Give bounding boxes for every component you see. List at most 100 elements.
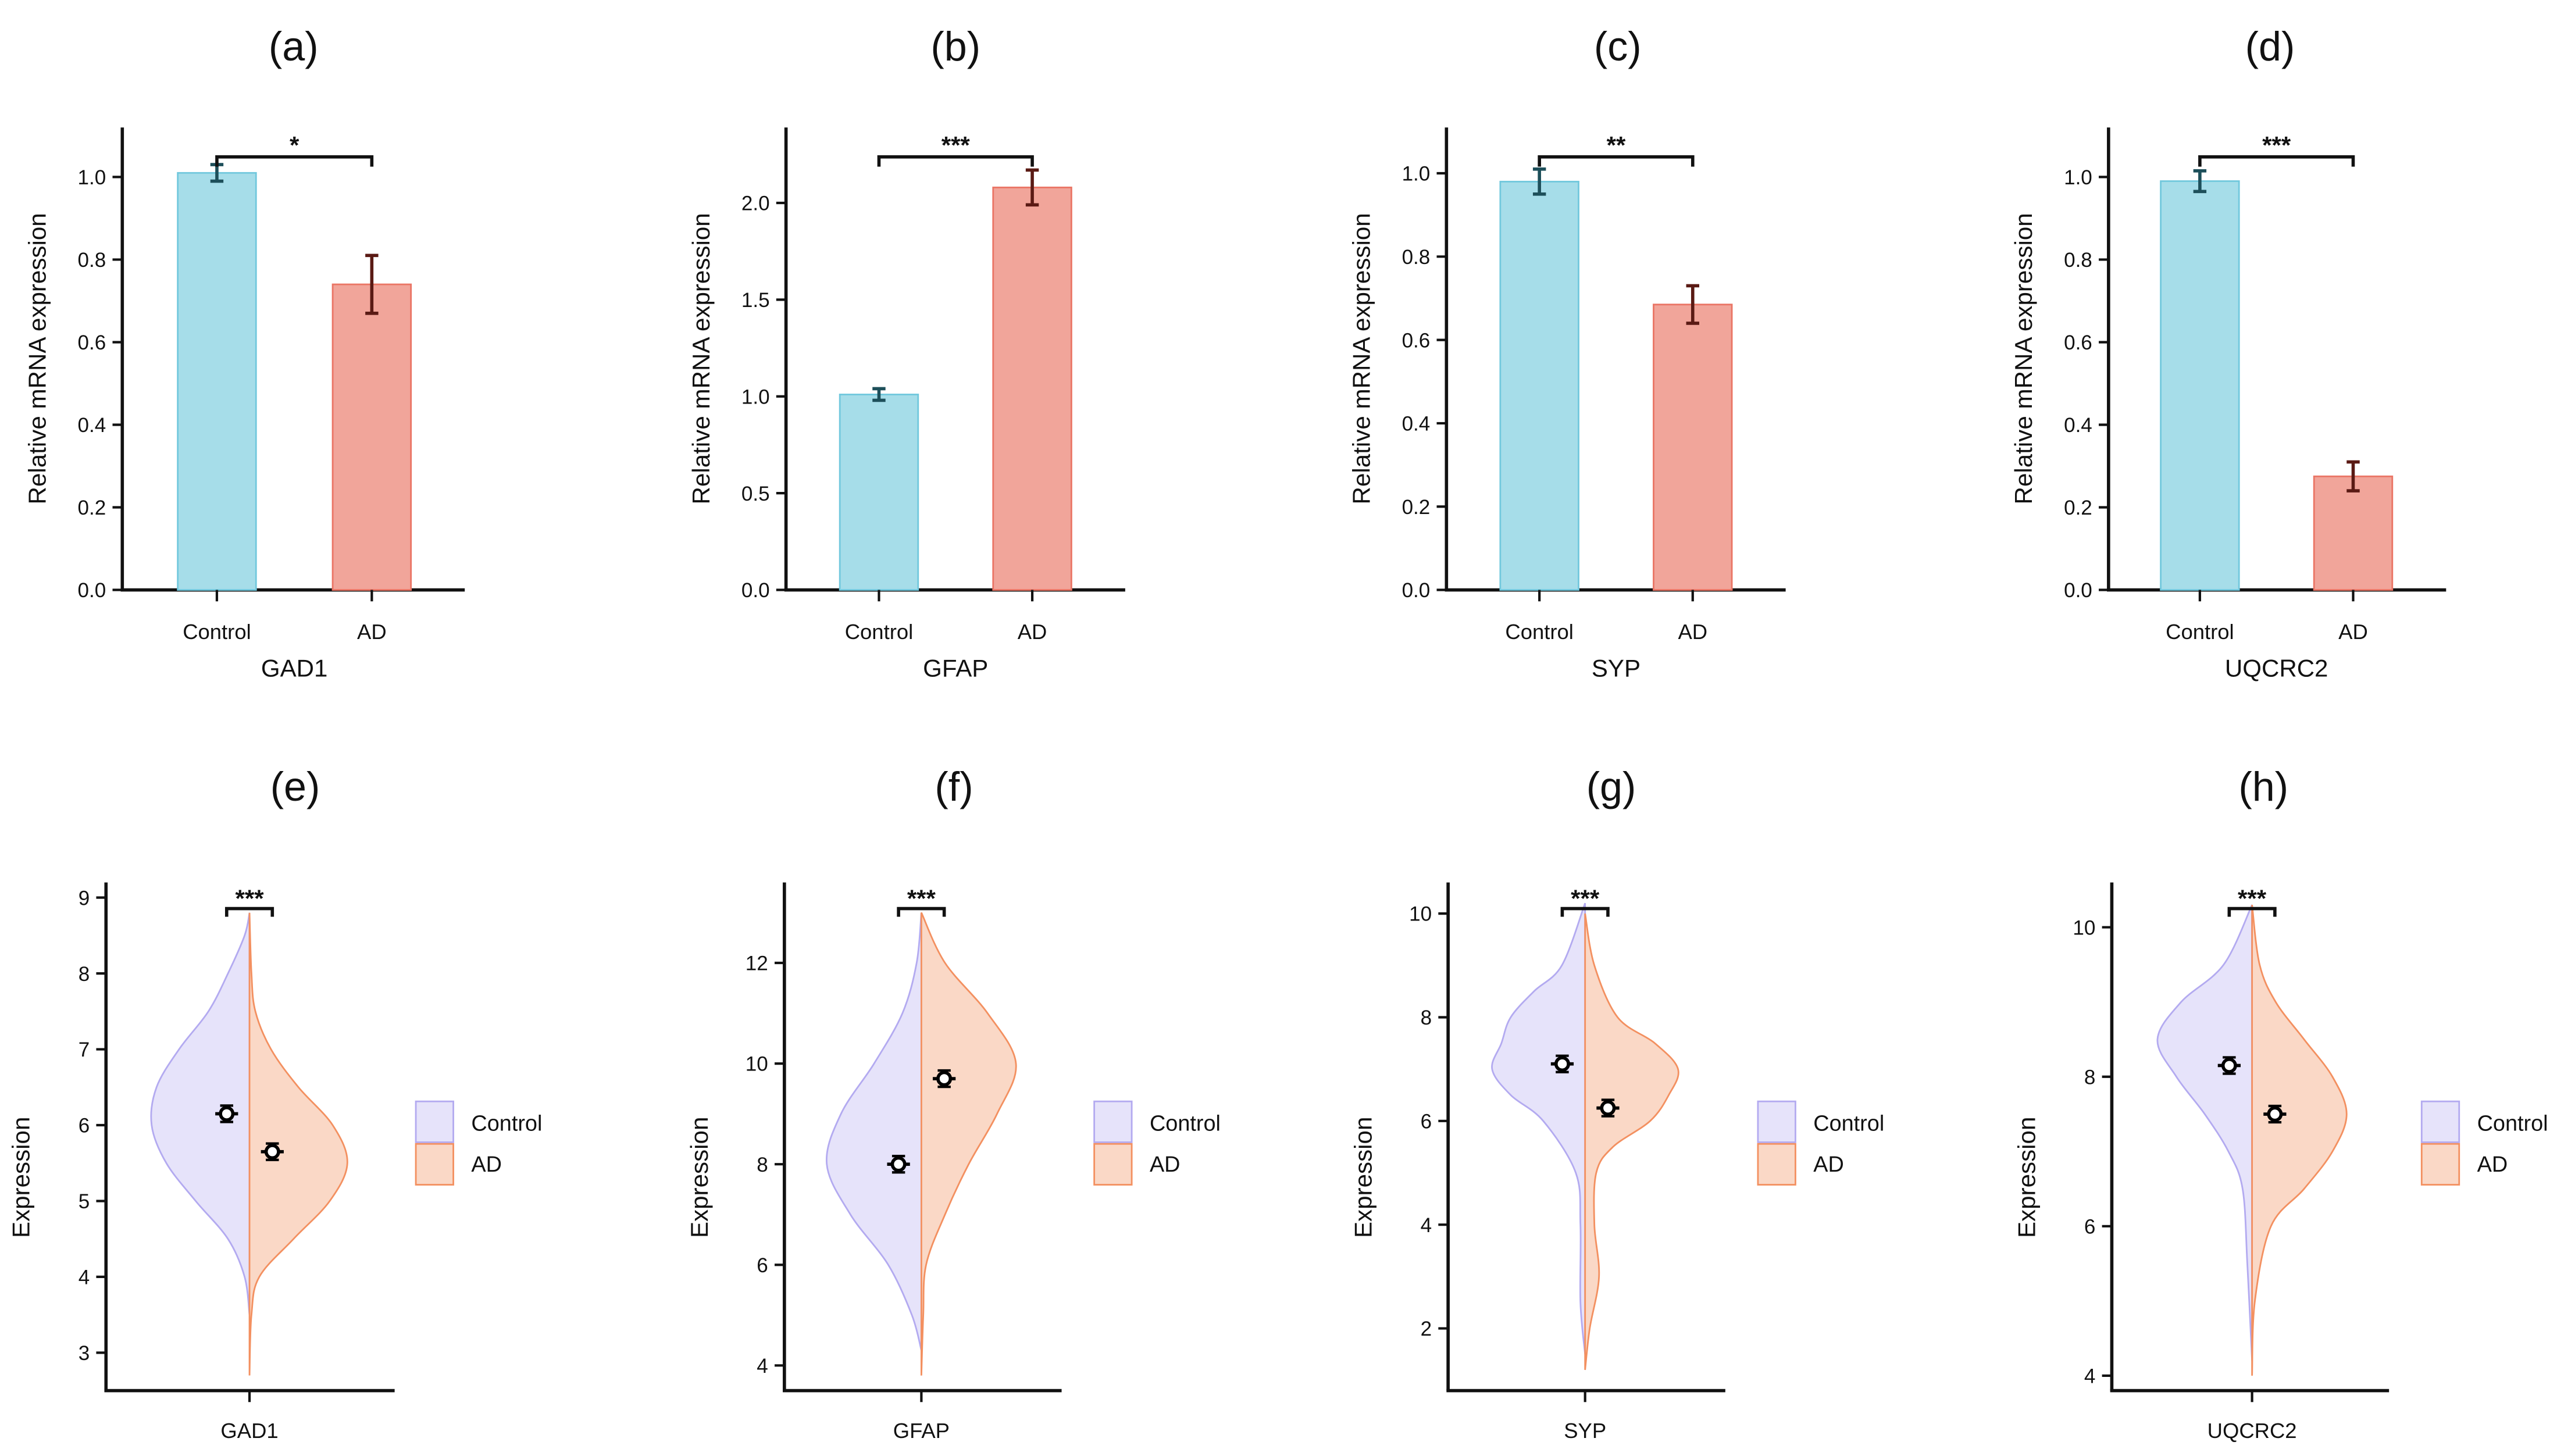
x-tick-label: Control xyxy=(1505,620,1573,644)
violin-half-ad xyxy=(2251,904,2348,1376)
legend-swatch-control xyxy=(2420,1100,2460,1143)
y-tick-label: 0.4 xyxy=(78,414,106,437)
significance-bracket xyxy=(897,907,946,917)
y-tick-label: 1.0 xyxy=(2064,166,2092,189)
x-tick-label: Control xyxy=(2166,620,2234,644)
chart-panel-e: (e) 3 4 5 6 7 8 9 Expression *** GAD1 Control AD xyxy=(8,763,543,1443)
chart-panel-a: (a) 0.0 0.2 0.4 0.6 0.8 1.0 Relative mRNA expre… xyxy=(24,23,465,681)
y-tick-label: 8 xyxy=(1421,1007,1432,1029)
y-axis-label: Expression xyxy=(686,1117,713,1238)
y-tick-label: 0.8 xyxy=(2064,249,2092,272)
legend-swatch-ad xyxy=(415,1143,454,1186)
significance-bracket xyxy=(877,155,1034,167)
y-tick-label: 8 xyxy=(757,1154,768,1176)
x-axis-label: GAD1 xyxy=(261,654,328,681)
significance-bracket xyxy=(1560,907,1610,917)
x-axis-label: SYP xyxy=(1564,1419,1606,1443)
panel-title: (f) xyxy=(935,763,973,809)
panel-title: (c) xyxy=(1594,23,1642,69)
mean-point xyxy=(1600,1100,1616,1116)
legend-swatch-ad xyxy=(2420,1143,2460,1186)
y-tick-label: 10 xyxy=(746,1053,768,1076)
y-tick-label: 12 xyxy=(746,952,768,975)
bar-control xyxy=(2160,180,2240,591)
violin-half-ad xyxy=(920,912,1017,1376)
y-tick-label: 9 xyxy=(79,887,90,909)
x-axis-label: UQCRC2 xyxy=(2225,654,2328,681)
y-tick-label: 6 xyxy=(79,1115,90,1137)
y-tick-label: 0.0 xyxy=(78,579,106,602)
y-tick-label: 1.0 xyxy=(78,166,106,189)
violin-half-control xyxy=(2156,904,2253,1361)
y-tick-label: 0.8 xyxy=(78,249,106,272)
bar-ad xyxy=(2313,475,2394,591)
legend-label-control: Control xyxy=(471,1112,542,1136)
chart-panel-h: (h) 4 6 8 10 Expression *** UQCRC2 Control AD xyxy=(2013,763,2548,1443)
x-tick-label: AD xyxy=(1678,620,1707,644)
chart-panel-c: (c) 0.0 0.2 0.4 0.6 0.8 1.0 Relative mRNA expre… xyxy=(1348,23,1786,681)
legend-swatch-control xyxy=(1093,1100,1133,1143)
y-tick-label: 3 xyxy=(79,1342,90,1365)
mean-point xyxy=(264,1144,280,1160)
x-axis-label: UQCRC2 xyxy=(2207,1419,2297,1443)
bar-control xyxy=(839,394,919,591)
violin-half-control xyxy=(150,912,251,1315)
y-tick-label: 5 xyxy=(79,1190,90,1213)
y-tick-label: 4 xyxy=(1421,1214,1432,1237)
y-axis-label: Expression xyxy=(2013,1117,2041,1238)
significance-label: *** xyxy=(1571,885,1600,912)
x-tick-label: Control xyxy=(845,620,913,644)
y-tick-label: 2 xyxy=(1421,1318,1432,1340)
y-axis-label: Expression xyxy=(1349,1117,1376,1238)
significance-bracket xyxy=(2227,907,2277,917)
x-tick-label: Control xyxy=(183,620,251,644)
legend-label-control: Control xyxy=(2477,1112,2548,1136)
violin-half-control xyxy=(1491,902,1586,1355)
violin-half-ad xyxy=(248,912,348,1376)
y-tick-label: 0.4 xyxy=(2064,414,2092,437)
mean-point xyxy=(219,1105,235,1122)
y-tick-label: 0.6 xyxy=(78,331,106,354)
y-tick-label: 10 xyxy=(1409,903,1432,926)
y-tick-label: 0.2 xyxy=(78,497,106,519)
y-axis-label: Relative mRNA expression xyxy=(24,213,51,504)
legend-label-control: Control xyxy=(1813,1112,1884,1136)
y-tick-label: 0.8 xyxy=(1402,246,1431,269)
legend-label-ad: AD xyxy=(2477,1152,2508,1177)
legend-label-ad: AD xyxy=(471,1152,502,1177)
x-axis-label: GAD1 xyxy=(220,1419,278,1443)
y-tick-label: 0.0 xyxy=(741,579,770,602)
panel-title: (e) xyxy=(270,763,320,809)
panel-title: (d) xyxy=(2245,23,2295,69)
x-axis-label: SYP xyxy=(1592,654,1641,681)
y-tick-label: 7 xyxy=(79,1039,90,1061)
chart-panel-d: (d) 0.0 0.2 0.4 0.6 0.8 1.0 Relative mRNA expre… xyxy=(2010,23,2447,681)
mean-point xyxy=(2221,1057,2237,1073)
y-axis-label: Relative mRNA expression xyxy=(2010,213,2037,504)
x-tick-label: AD xyxy=(357,620,387,644)
x-axis-label: GFAP xyxy=(893,1419,950,1443)
y-tick-label: 6 xyxy=(1421,1110,1432,1133)
legend-label-ad: AD xyxy=(1813,1152,1844,1177)
x-tick-label: AD xyxy=(1018,620,1047,644)
panel-title: (a) xyxy=(269,23,319,69)
y-tick-label: 4 xyxy=(79,1266,90,1289)
violin-half-ad xyxy=(1584,913,1679,1371)
significance-bracket xyxy=(2198,155,2355,167)
y-axis-label: Expression xyxy=(8,1117,35,1238)
y-tick-label: 4 xyxy=(2084,1365,2095,1387)
y-tick-label: 1.0 xyxy=(1402,163,1431,185)
y-tick-label: 0.0 xyxy=(1402,579,1431,602)
significance-label: ** xyxy=(1607,131,1626,159)
bar-control xyxy=(1499,180,1579,591)
y-tick-label: 4 xyxy=(757,1355,768,1378)
panel-title: (g) xyxy=(1586,763,1636,809)
y-axis-label: Relative mRNA expression xyxy=(687,213,715,504)
y-tick-label: 1.0 xyxy=(741,386,770,408)
y-tick-label: 0.2 xyxy=(2064,497,2092,519)
legend-swatch-ad xyxy=(1757,1143,1796,1186)
significance-label: *** xyxy=(942,131,971,159)
bar-control xyxy=(177,172,257,591)
mean-point xyxy=(2267,1106,2283,1122)
y-tick-label: 6 xyxy=(757,1254,768,1277)
